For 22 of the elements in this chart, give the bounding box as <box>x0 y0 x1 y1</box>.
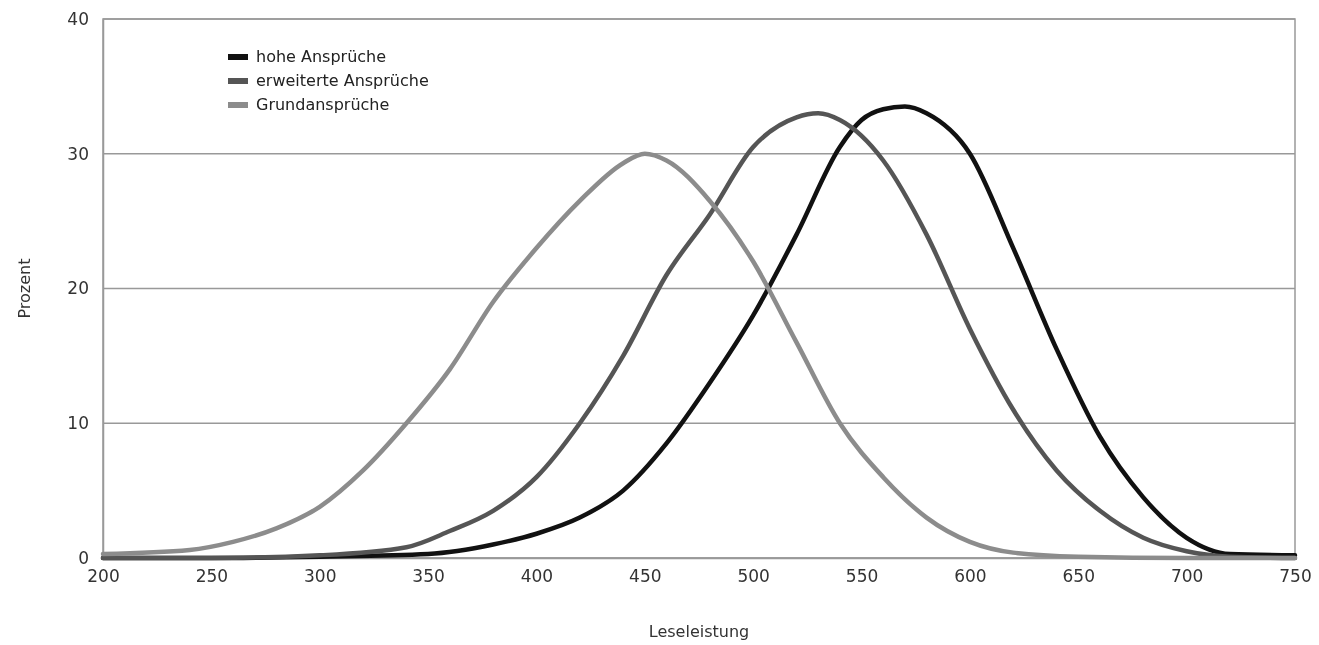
x-tick-label: 650 <box>1062 566 1095 587</box>
x-tick-label: 400 <box>520 566 554 587</box>
x-tick-label: 700 <box>1170 566 1204 587</box>
x-tick-label: 750 <box>1279 566 1312 587</box>
x-tick-label: 500 <box>737 566 770 587</box>
y-tick-label: 30 <box>67 143 89 164</box>
x-tick-label: 550 <box>845 566 879 587</box>
legend-label: Grundansprüche <box>256 95 390 114</box>
y-tick-label: 0 <box>78 547 89 568</box>
x-tick-label: 350 <box>412 566 445 587</box>
x-tick-label: 200 <box>87 566 120 587</box>
y-tick-label: 40 <box>67 8 89 29</box>
x-axis-title: Leseleistung <box>648 622 750 641</box>
legend-label: hohe Ansprüche <box>256 47 387 66</box>
y-axis-title: Prozent <box>15 258 34 319</box>
y-tick-label: 10 <box>67 413 89 434</box>
y-tick-label: 20 <box>67 278 89 299</box>
x-tick-label: 600 <box>954 566 987 587</box>
x-tick-label: 300 <box>304 566 337 587</box>
legend-label: erweiterte Ansprüche <box>256 71 429 90</box>
x-tick-label: 250 <box>195 566 229 587</box>
x-tick-label: 450 <box>629 566 662 587</box>
